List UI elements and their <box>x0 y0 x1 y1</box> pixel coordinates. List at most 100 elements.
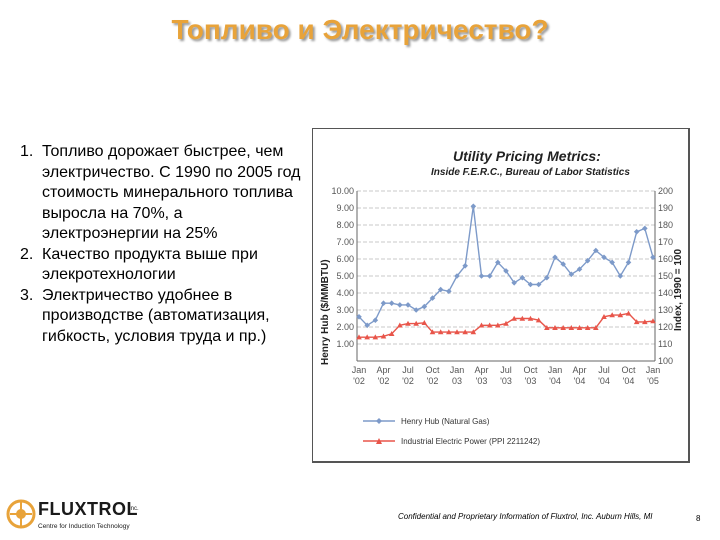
x-tick-label-month: Apr <box>572 365 586 375</box>
y-tick-label-left: 4.00 <box>336 288 354 298</box>
data-point-henry-hub <box>397 302 403 308</box>
x-tick-label-month: Jul <box>402 365 414 375</box>
data-point-henry-hub <box>356 314 362 320</box>
data-point-electric-power <box>544 325 550 331</box>
x-tick-label-month: Jan <box>646 365 661 375</box>
data-point-electric-power <box>642 319 648 325</box>
data-point-electric-power <box>495 322 501 328</box>
slide-title: Топливо и Электричество? <box>171 14 549 45</box>
x-tick-label-year: '02 <box>402 376 414 386</box>
data-point-electric-power <box>527 315 534 321</box>
data-point-henry-hub <box>633 229 640 235</box>
x-tick-label-month: Oct <box>425 365 440 375</box>
data-point-electric-power <box>568 325 575 331</box>
y-tick-label-left: 6.00 <box>336 254 354 264</box>
data-point-henry-hub <box>478 273 485 279</box>
x-tick-label-year: '04 <box>574 376 586 386</box>
data-point-electric-power <box>519 315 526 321</box>
data-point-electric-power <box>576 325 583 331</box>
fluxtrol-logo: FLUXTROL Inc. Centre for Induction Techn… <box>6 496 139 536</box>
x-tick-label-year: '03 <box>500 376 512 386</box>
list-item-text: Топливо дорожает быстрее, чем электричес… <box>42 143 301 242</box>
y-tick-label-left: 7.00 <box>336 237 354 247</box>
y-tick-label-right: 120 <box>658 322 673 332</box>
data-point-electric-power <box>593 325 599 331</box>
chart-legend: Henry Hub (Natural Gas) Industrial Elect… <box>363 417 540 446</box>
data-point-electric-power <box>437 329 444 335</box>
list-item-number: 2. <box>20 245 34 263</box>
logo-tagline: Centre for Induction Technology <box>38 523 130 530</box>
x-tick-label-year: '04 <box>623 376 635 386</box>
data-point-electric-power <box>470 329 477 335</box>
data-point-electric-power <box>633 319 640 325</box>
data-point-henry-hub <box>364 322 370 329</box>
data-point-electric-power <box>413 320 419 326</box>
data-point-electric-power <box>478 322 485 328</box>
data-point-henry-hub <box>609 259 615 266</box>
data-point-henry-hub <box>535 281 542 288</box>
data-point-electric-power <box>617 312 624 318</box>
x-tick-label-month: Jan <box>450 365 465 375</box>
x-tick-label-year: '03 <box>476 376 488 386</box>
y-tick-label-left: 10.00 <box>331 186 354 196</box>
data-point-henry-hub <box>576 266 583 272</box>
data-point-electric-power <box>446 329 452 335</box>
legend-marker-henry-hub <box>376 418 382 424</box>
chart-subtitle: Inside F.E.R.C., Bureau of Labor Statist… <box>431 167 630 178</box>
series-line-henry-hub <box>358 206 654 327</box>
list-item-number: 1. <box>20 143 34 160</box>
y-tick-label-left: 9.00 <box>336 203 354 213</box>
data-point-electric-power <box>397 322 403 328</box>
y-tick-label-right: 140 <box>658 288 673 298</box>
data-point-henry-hub <box>617 273 624 279</box>
data-point-henry-hub <box>519 274 526 281</box>
x-tick-label-month: Apr <box>376 365 390 375</box>
y-tick-label-left: 8.00 <box>336 220 354 230</box>
footer-confidential: Confidential and Proprietary Information… <box>398 512 653 521</box>
list-item-text: Электричество удобнее в производстве (ав… <box>42 286 270 345</box>
x-tick-label-year: '02 <box>378 376 390 386</box>
y-tick-label-right: 130 <box>658 305 673 315</box>
data-point-henry-hub <box>560 261 566 267</box>
data-point-henry-hub <box>593 247 599 254</box>
legend-marker-electric-power <box>376 438 382 444</box>
data-point-electric-power <box>552 325 558 331</box>
data-point-electric-power <box>625 310 632 316</box>
data-point-electric-power <box>584 325 591 331</box>
data-point-electric-power <box>429 329 436 335</box>
data-point-henry-hub <box>388 300 395 306</box>
data-point-henry-hub <box>486 273 493 279</box>
data-point-henry-hub <box>446 288 452 295</box>
y-tick-label-right: 110 <box>658 339 672 349</box>
data-point-electric-power <box>601 314 607 319</box>
x-tick-label-year: '03 <box>525 376 537 386</box>
data-point-henry-hub <box>405 302 411 308</box>
x-tick-label-month: Jan <box>548 365 563 375</box>
x-tick-label-month: Jan <box>352 365 367 375</box>
bullet-list: 1. Топливо дорожает быстрее, чем электри… <box>12 142 302 347</box>
y-tick-label-left: 3.00 <box>336 305 354 315</box>
list-item-number: 3. <box>20 286 34 304</box>
y-axis-label-left: Henry Hub ($/MMBTU) <box>320 259 331 365</box>
y-tick-label-left: 5.00 <box>336 271 354 281</box>
x-tick-label-month: Jul <box>598 365 610 375</box>
x-tick-label-month: Apr <box>474 365 488 375</box>
x-tick-label-year: '05 <box>647 376 659 386</box>
legend-label-henry-hub: Henry Hub (Natural Gas) <box>401 417 490 426</box>
x-tick-label-year: '04 <box>549 376 561 386</box>
list-item: 2. Качество продукта выше при элекротехн… <box>12 245 302 286</box>
data-point-electric-power <box>650 318 656 324</box>
y-tick-label-right: 100 <box>658 356 673 366</box>
data-point-electric-power <box>560 325 566 331</box>
data-point-electric-power <box>421 319 428 325</box>
data-point-electric-power <box>364 334 370 340</box>
y-axis-label-right: Index, 1990 = 100 <box>673 249 684 331</box>
data-point-electric-power <box>380 333 387 339</box>
logo-emblem-icon <box>6 499 36 529</box>
page-number: 8 <box>696 514 701 523</box>
data-point-henry-hub <box>372 317 379 323</box>
y-tick-label-right: 170 <box>658 237 673 247</box>
y-tick-label-left: 1.00 <box>336 339 354 349</box>
data-point-henry-hub <box>470 203 477 210</box>
data-point-electric-power <box>356 334 362 340</box>
